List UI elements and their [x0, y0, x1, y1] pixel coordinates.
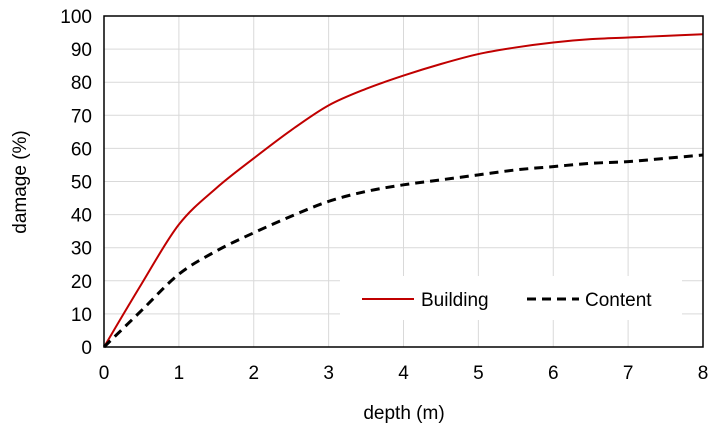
y-tick-label: 90 [71, 40, 92, 61]
y-tick-label: 80 [71, 73, 92, 94]
legend-label-building: Building [421, 290, 489, 311]
series-line-building [103, 33, 704, 348]
y-tick-label: 30 [71, 239, 92, 260]
y-tick-label: 100 [60, 7, 92, 28]
y-tick-label: 70 [71, 106, 92, 127]
y-tick-label: 20 [71, 272, 92, 293]
legend: Building Content [340, 276, 682, 320]
legend-label-content: Content [585, 290, 652, 311]
x-tick-label: 2 [248, 363, 259, 384]
series-layer [102, 33, 704, 349]
series-line-content [102, 153, 704, 349]
y-axis-tick-labels: 0 10 20 30 40 50 60 70 80 90 100 [60, 7, 92, 359]
x-tick-label: 1 [174, 363, 185, 384]
x-tick-label: 0 [99, 363, 110, 384]
x-tick-label: 5 [473, 363, 484, 384]
y-tick-label: 0 [81, 338, 92, 359]
x-axis-tick-labels: 0 1 2 3 4 5 6 7 8 [99, 363, 709, 384]
x-tick-label: 4 [398, 363, 409, 384]
x-tick-label: 6 [548, 363, 559, 384]
plot-area-border [103, 15, 704, 348]
y-axis-title: damage (%) [10, 130, 31, 234]
x-axis-title: depth (m) [363, 403, 444, 424]
x-tick-label: 8 [698, 363, 709, 384]
y-tick-label: 50 [71, 173, 92, 194]
y-tick-label: 60 [71, 139, 92, 160]
y-tick-label: 10 [71, 305, 92, 326]
x-tick-label: 3 [323, 363, 334, 384]
x-tick-label: 7 [623, 363, 634, 384]
y-tick-label: 40 [71, 206, 92, 227]
